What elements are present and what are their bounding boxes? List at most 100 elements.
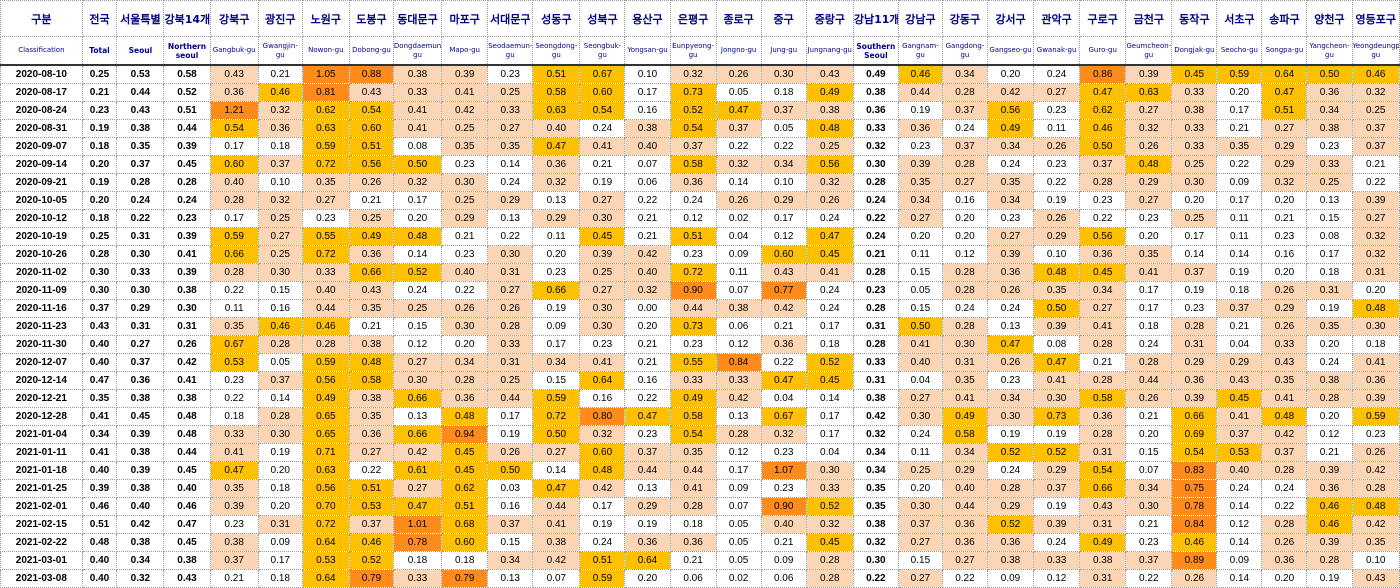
value-cell[interactable]: 0.40 xyxy=(532,119,581,138)
value-cell[interactable]: 0.45 xyxy=(805,533,854,552)
value-cell[interactable]: 0.43 xyxy=(760,263,807,282)
value-cell[interactable]: 0.17 xyxy=(209,137,259,156)
value-cell[interactable]: 0.30 xyxy=(1125,497,1173,516)
value-cell[interactable]: 0.38 xyxy=(348,335,394,354)
value-cell[interactable]: 0.17 xyxy=(1171,227,1218,246)
date-cell[interactable]: 2021-01-18 xyxy=(0,461,83,480)
value-cell[interactable]: 0.56 xyxy=(348,155,394,174)
value-cell[interactable]: 0.72 xyxy=(301,155,350,174)
value-cell[interactable]: 0.52 xyxy=(1033,443,1081,462)
value-cell[interactable]: 0.35 xyxy=(852,497,899,516)
value-cell[interactable]: 0.66 xyxy=(348,263,394,282)
value-cell[interactable]: 0.22 xyxy=(1261,497,1308,516)
value-cell[interactable]: 0.22 xyxy=(760,353,807,372)
value-cell[interactable]: 0.54 xyxy=(348,101,394,120)
value-cell[interactable]: 0.22 xyxy=(487,227,534,246)
value-cell[interactable]: 0.35 xyxy=(1306,317,1353,336)
value-cell[interactable]: 0.45 xyxy=(1079,263,1127,282)
value-cell[interactable]: 0.17 xyxy=(1125,299,1173,318)
value-cell[interactable]: 0.38 xyxy=(116,479,165,498)
value-cell[interactable]: 0.26 xyxy=(163,335,211,354)
value-cell[interactable]: 0.41 xyxy=(1351,353,1400,372)
value-cell[interactable]: 0.42 xyxy=(986,83,1035,102)
value-cell[interactable]: 0.37 xyxy=(116,353,165,372)
value-cell[interactable]: 0.56 xyxy=(1079,227,1127,246)
value-cell[interactable]: 0.46 xyxy=(163,497,211,516)
value-cell[interactable]: 0.70 xyxy=(301,497,350,516)
value-cell[interactable]: 0.44 xyxy=(116,83,165,102)
value-cell[interactable]: 0.36 xyxy=(116,371,165,390)
value-cell[interactable]: 0.41 xyxy=(805,263,854,282)
value-cell[interactable]: 0.37 xyxy=(1033,479,1081,498)
value-cell[interactable]: 0.38 xyxy=(1171,101,1218,120)
value-cell[interactable]: 0.58 xyxy=(163,64,211,84)
value-cell[interactable]: 0.26 xyxy=(441,299,489,318)
value-cell[interactable]: 1.01 xyxy=(392,515,443,534)
value-cell[interactable]: 0.22 xyxy=(441,281,489,300)
value-cell[interactable]: 0.38 xyxy=(1306,371,1353,390)
value-cell[interactable]: 0.56 xyxy=(805,155,854,174)
value-cell[interactable]: 0.32 xyxy=(1351,83,1400,102)
value-cell[interactable]: 0.25 xyxy=(392,299,443,318)
value-cell[interactable]: 0.38 xyxy=(348,389,394,408)
value-cell[interactable]: 0.35 xyxy=(487,137,534,156)
value-cell[interactable]: 0.23 xyxy=(579,335,626,354)
value-cell[interactable]: 0.24 xyxy=(1033,533,1081,552)
value-cell[interactable]: 0.20 xyxy=(941,209,988,228)
value-cell[interactable]: 0.59 xyxy=(1216,64,1263,84)
value-cell[interactable]: 0.41 xyxy=(392,101,443,120)
value-cell[interactable]: 0.28 xyxy=(257,335,303,354)
value-cell[interactable]: 0.19 xyxy=(81,119,118,138)
value-cell[interactable]: 0.07 xyxy=(624,155,671,174)
date-cell[interactable]: 2021-01-11 xyxy=(0,443,83,462)
date-cell[interactable]: 2020-11-23 xyxy=(0,317,83,336)
value-cell[interactable]: 0.73 xyxy=(669,83,717,102)
value-cell[interactable]: 0.38 xyxy=(852,389,899,408)
value-cell[interactable]: 0.10 xyxy=(760,173,807,192)
value-cell[interactable]: 0.39 xyxy=(1306,461,1353,480)
value-cell[interactable]: 0.60 xyxy=(760,245,807,264)
value-cell[interactable]: 0.43 xyxy=(1261,353,1308,372)
value-cell[interactable]: 0.20 xyxy=(1306,407,1353,426)
value-cell[interactable]: 0.37 xyxy=(348,515,394,534)
value-cell[interactable]: 0.36 xyxy=(257,119,303,138)
value-cell[interactable]: 0.41 xyxy=(392,119,443,138)
value-cell[interactable]: 0.18 xyxy=(209,407,259,426)
value-cell[interactable]: 0.51 xyxy=(348,479,394,498)
value-cell[interactable]: 0.14 xyxy=(392,245,443,264)
value-cell[interactable]: 0.46 xyxy=(1351,64,1400,84)
value-cell[interactable]: 0.23 xyxy=(897,137,943,156)
value-cell[interactable]: 0.13 xyxy=(392,407,443,426)
value-cell[interactable]: 0.45 xyxy=(163,461,211,480)
value-cell[interactable]: 0.31 xyxy=(487,353,534,372)
value-cell[interactable]: 0.23 xyxy=(1261,227,1308,246)
value-cell[interactable]: 0.48 xyxy=(163,425,211,444)
value-cell[interactable]: 0.28 xyxy=(986,479,1035,498)
value-cell[interactable]: 0.36 xyxy=(624,533,671,552)
value-cell[interactable]: 0.05 xyxy=(760,119,807,138)
value-cell[interactable]: 0.26 xyxy=(715,64,762,84)
value-cell[interactable]: 0.18 xyxy=(257,569,303,588)
value-cell[interactable]: 0.39 xyxy=(1033,317,1081,336)
value-cell[interactable]: 0.30 xyxy=(163,299,211,318)
value-cell[interactable]: 0.31 xyxy=(1079,515,1127,534)
date-cell[interactable]: 2020-09-07 xyxy=(0,137,83,156)
value-cell[interactable]: 0.60 xyxy=(209,155,259,174)
date-cell[interactable]: 2021-02-15 xyxy=(0,515,83,534)
value-cell[interactable]: 0.36 xyxy=(897,119,943,138)
value-cell[interactable]: 0.53 xyxy=(348,497,394,516)
value-cell[interactable]: 0.39 xyxy=(81,479,118,498)
value-cell[interactable]: 0.37 xyxy=(1216,425,1263,444)
value-cell[interactable]: 0.27 xyxy=(487,281,534,300)
value-cell[interactable]: 0.43 xyxy=(348,281,394,300)
value-cell[interactable]: 0.17 xyxy=(579,497,626,516)
value-cell[interactable]: 0.29 xyxy=(941,461,988,480)
value-cell[interactable]: 0.40 xyxy=(624,263,671,282)
value-cell[interactable]: 0.31 xyxy=(1171,335,1218,354)
value-cell[interactable]: 0.17 xyxy=(209,209,259,228)
value-cell[interactable]: 0.17 xyxy=(1125,281,1173,300)
value-cell[interactable]: 0.72 xyxy=(532,407,581,426)
value-cell[interactable]: 0.30 xyxy=(1351,317,1400,336)
value-cell[interactable]: 0.34 xyxy=(760,155,807,174)
value-cell[interactable]: 0.84 xyxy=(715,353,762,372)
